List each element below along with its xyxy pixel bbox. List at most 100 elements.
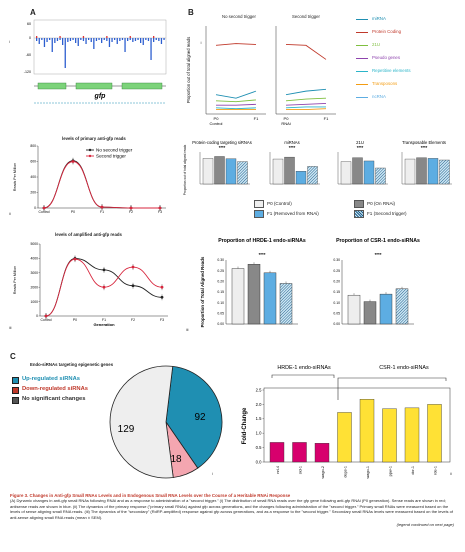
no-second-trigger-line	[43, 160, 160, 209]
legend-label: Transposons	[372, 81, 398, 86]
y-tick-label: 0.20	[217, 280, 224, 284]
y-tick-label: 0.05	[217, 312, 224, 316]
y-tick-label: 3000	[30, 271, 38, 275]
primary-plot-title: levels of primary anti-gfp reads	[62, 136, 126, 141]
y-tick-label: 2000	[30, 285, 38, 289]
sense-bar	[106, 36, 108, 38]
category-bar	[416, 157, 427, 185]
legend-swatch	[12, 397, 19, 404]
coverage-bar	[95, 38, 98, 41]
bars-group-title: Transposable Elements	[402, 140, 446, 145]
legend-label: 21U	[372, 42, 381, 47]
pie-slice	[165, 365, 223, 469]
fold-category-label: wago-1	[366, 466, 370, 478]
category-bars-chart: Protein-coding targeting siRNAs****miRNA…	[183, 140, 452, 195]
fold-category-label: dcr-1	[411, 466, 415, 475]
caption-body: (A) Dynamic changes in anti-gfp small RN…	[10, 498, 453, 520]
second-trigger-point	[160, 285, 164, 289]
second-title: Second trigger	[292, 14, 320, 19]
coverage-bar	[77, 38, 79, 46]
hc-title: Proportion of HRDE-1 endo-siRNAs	[218, 238, 306, 244]
y-axis-label: Reads Per Million	[13, 163, 17, 191]
proportion-legend-item: Transposons	[356, 81, 460, 94]
coverage-tick: -120	[24, 70, 31, 74]
y-tick-label: 0	[36, 314, 38, 318]
coverage-bar	[54, 38, 56, 43]
coverage-bar	[103, 38, 105, 40]
x-tick-label: F1	[324, 116, 329, 121]
exon-1	[37, 82, 67, 90]
amplified-plot-title: levels of amplified anti-gfp reads	[55, 232, 122, 237]
series-line	[285, 44, 327, 60]
coverage-bar	[59, 38, 61, 40]
legend-second-marker	[88, 154, 92, 158]
coverage-tick: 60	[27, 22, 31, 26]
coverage-bar	[158, 38, 160, 41]
second-trigger-point	[44, 314, 48, 318]
coverage-bar	[119, 38, 121, 41]
x-sub-label: Control	[210, 121, 223, 126]
roman-label: i	[201, 41, 202, 45]
legend-swatch	[356, 32, 368, 34]
gfp-coverage-plot: 60 0 -60 -120 gfp	[24, 19, 167, 104]
no-second-trigger-point	[160, 295, 164, 299]
second-trigger-point	[73, 257, 77, 261]
bars-legend-item: P0 (Control)	[254, 200, 354, 208]
primary-reads-chart: 0 200 400 600 800 Control P0 F1 F2 F3 Reads Per Mi…	[13, 144, 166, 214]
coverage-bar	[62, 38, 64, 45]
legend-label: Repetitive elements	[372, 68, 411, 73]
second-trigger-point	[129, 206, 133, 210]
x-tick-label: P0	[284, 116, 290, 121]
fold-bar	[314, 443, 330, 463]
bars-sig: ****	[289, 145, 296, 150]
series-line	[215, 43, 257, 46]
coverage-bar	[80, 38, 82, 40]
legend-swatch	[354, 210, 364, 218]
coverage-bar	[153, 38, 155, 42]
sense-bar	[129, 36, 131, 38]
legend-swatch	[354, 200, 364, 208]
coverage-bar	[124, 38, 126, 52]
fold-category-label: nrl-4	[276, 466, 280, 474]
coverage-bar	[116, 38, 118, 44]
bars-group-title: Protein-coding targeting siRNAs	[192, 140, 252, 145]
proportion-legend: miRNA Protein Coding 21U Pseudo genes Repeti…	[356, 16, 460, 107]
y-tick-label: 600	[30, 160, 36, 164]
y-axis-label: Proportion out of total aligned reads	[183, 144, 187, 195]
coverage-bar	[49, 38, 51, 40]
coverage-bar	[114, 38, 116, 40]
y-tick-label: 0.15	[333, 290, 340, 294]
sense-bar	[153, 36, 155, 38]
coverage-bar	[46, 38, 48, 42]
coverage-bar	[121, 38, 124, 40]
category-bar	[284, 156, 295, 185]
coverage-bar	[101, 38, 103, 43]
category-bar	[363, 160, 375, 185]
coverage-bar	[111, 38, 113, 42]
second-trigger-point	[71, 160, 75, 163]
y-axis-label: Proportion of Total Aligned Reads	[200, 256, 205, 327]
x-tick-label: F1	[102, 318, 106, 322]
exon-2	[75, 82, 113, 90]
category-bar	[439, 159, 450, 185]
coverage-tick: 0	[29, 36, 31, 40]
legend-swatch	[356, 71, 368, 73]
coverage-bar	[36, 38, 38, 41]
bars-legend-item: F1 (Removed from RNAi)	[254, 210, 354, 218]
coverage-bar	[67, 38, 69, 42]
category-bar	[272, 158, 284, 185]
x-tick-label: Control	[41, 318, 52, 322]
y-tick-label: 4000	[30, 257, 38, 261]
y-tick-label: 0.25	[217, 269, 224, 273]
legend-label: P0 (On RNAi)	[367, 201, 396, 207]
y-tick-label: 0.0	[256, 459, 262, 464]
pie-slice-label: 92	[194, 412, 206, 423]
coverage-bar	[43, 38, 46, 47]
x-tick-label: P0	[71, 210, 75, 214]
bars-legend-item: F1 (Second trigger)	[354, 210, 454, 218]
category-bar	[202, 158, 214, 185]
coverage-bar	[72, 38, 74, 40]
proportion-legend-item: Protein Coding	[356, 29, 460, 42]
bars-legend-item: P0 (On RNAi)	[354, 200, 454, 208]
